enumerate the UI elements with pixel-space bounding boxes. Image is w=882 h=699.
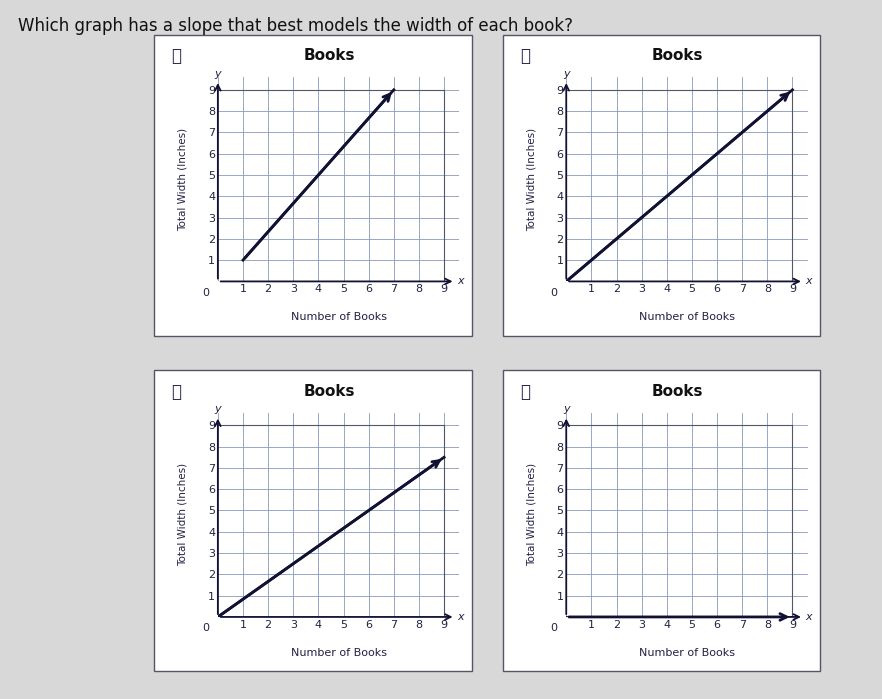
Text: Ⓓ: Ⓓ xyxy=(520,382,530,401)
Text: Number of Books: Number of Books xyxy=(639,648,735,658)
Text: Number of Books: Number of Books xyxy=(290,312,386,322)
Text: x: x xyxy=(457,612,464,622)
Text: Ⓑ: Ⓑ xyxy=(172,382,182,401)
Text: x: x xyxy=(805,612,812,622)
Text: Books: Books xyxy=(652,384,703,399)
Text: 0: 0 xyxy=(202,624,209,633)
Text: Total Width (Inches): Total Width (Inches) xyxy=(178,128,188,231)
Text: y: y xyxy=(214,404,221,415)
Text: Number of Books: Number of Books xyxy=(639,312,735,322)
Text: y: y xyxy=(214,69,221,79)
Text: Which graph has a slope that best models the width of each book?: Which graph has a slope that best models… xyxy=(18,17,572,36)
Text: Ⓒ: Ⓒ xyxy=(520,47,530,65)
Text: y: y xyxy=(563,69,570,79)
Text: Books: Books xyxy=(303,48,355,64)
Text: Ⓐ: Ⓐ xyxy=(172,47,182,65)
Text: Number of Books: Number of Books xyxy=(290,648,386,658)
Text: Books: Books xyxy=(652,48,703,64)
Text: x: x xyxy=(805,276,812,287)
Text: Total Width (Inches): Total Width (Inches) xyxy=(178,463,188,566)
Text: x: x xyxy=(457,276,464,287)
Text: Total Width (Inches): Total Width (Inches) xyxy=(527,128,536,231)
Text: Books: Books xyxy=(303,384,355,399)
Text: 0: 0 xyxy=(550,288,557,298)
Text: 0: 0 xyxy=(550,624,557,633)
Text: y: y xyxy=(563,404,570,415)
Text: Total Width (Inches): Total Width (Inches) xyxy=(527,463,536,566)
Text: 0: 0 xyxy=(202,288,209,298)
